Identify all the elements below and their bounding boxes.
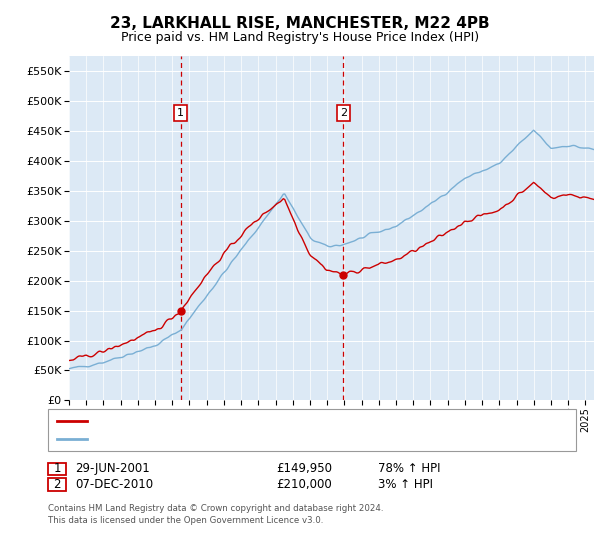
- Text: HPI: Average price, detached house, Manchester: HPI: Average price, detached house, Manc…: [93, 434, 347, 444]
- Text: 78% ↑ HPI: 78% ↑ HPI: [378, 462, 440, 475]
- Text: 3% ↑ HPI: 3% ↑ HPI: [378, 478, 433, 491]
- Text: £210,000: £210,000: [276, 478, 332, 491]
- Text: 2: 2: [340, 108, 347, 118]
- Text: Price paid vs. HM Land Registry's House Price Index (HPI): Price paid vs. HM Land Registry's House …: [121, 31, 479, 44]
- Text: 2: 2: [53, 478, 61, 491]
- Text: 23, LARKHALL RISE, MANCHESTER, M22 4PB: 23, LARKHALL RISE, MANCHESTER, M22 4PB: [110, 16, 490, 31]
- Text: 23, LARKHALL RISE, MANCHESTER, M22 4PB (detached house): 23, LARKHALL RISE, MANCHESTER, M22 4PB (…: [93, 416, 418, 426]
- Text: 1: 1: [177, 108, 184, 118]
- Text: Contains HM Land Registry data © Crown copyright and database right 2024.
This d: Contains HM Land Registry data © Crown c…: [48, 504, 383, 525]
- Text: 29-JUN-2001: 29-JUN-2001: [75, 462, 150, 475]
- Text: 07-DEC-2010: 07-DEC-2010: [75, 478, 153, 491]
- Text: 1: 1: [53, 462, 61, 475]
- Text: £149,950: £149,950: [276, 462, 332, 475]
